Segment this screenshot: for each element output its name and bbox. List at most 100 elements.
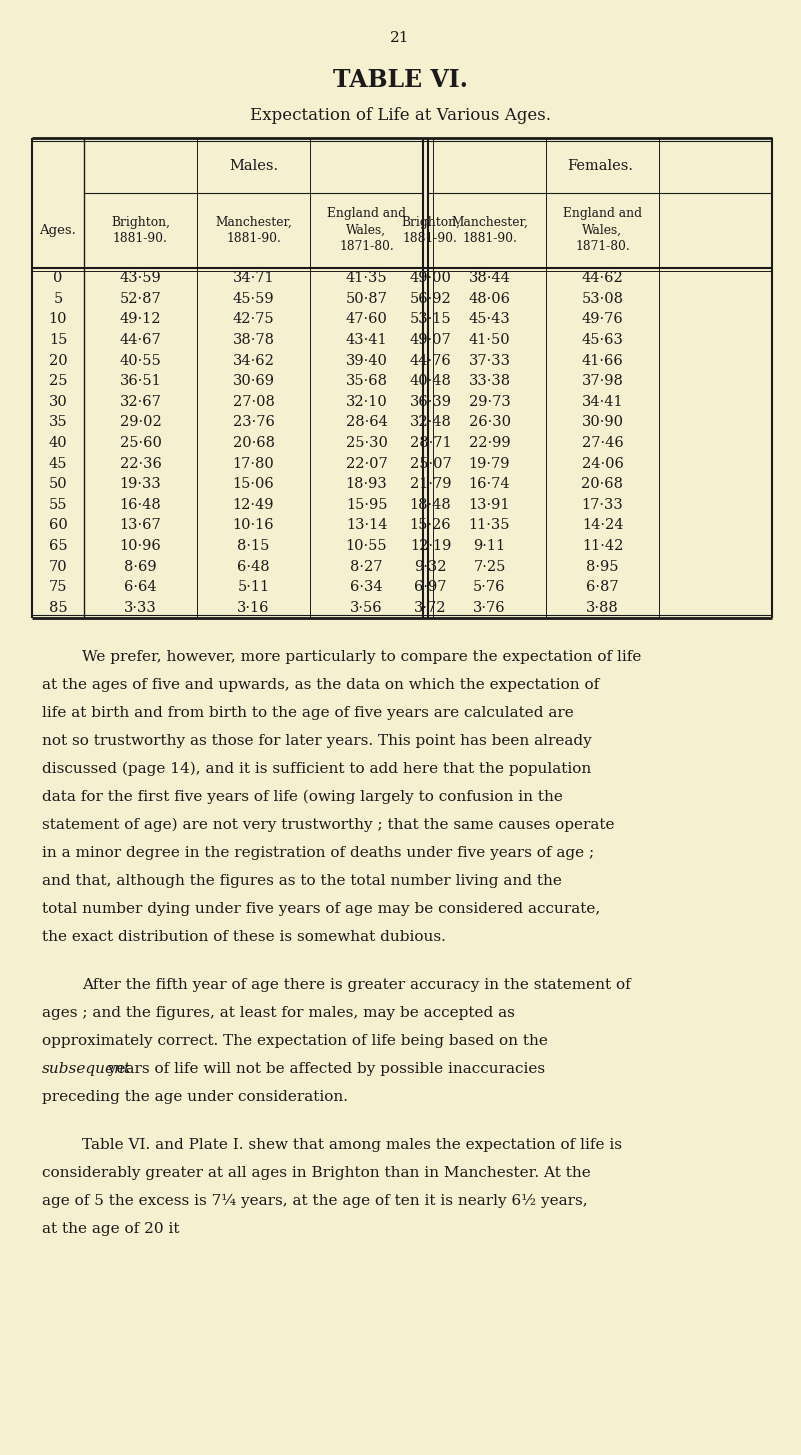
Text: 60: 60 [49,518,67,533]
Text: 21·79: 21·79 [410,477,451,492]
Text: in a minor degree in the registration of deaths under five years of age ;: in a minor degree in the registration of… [42,845,594,860]
Text: 25: 25 [49,374,67,388]
Text: Manchester,
1881-90.: Manchester, 1881-90. [451,215,528,246]
Text: 65: 65 [49,538,67,553]
Text: at the ages of five and upwards, as the data on which the expectation of: at the ages of five and upwards, as the … [42,678,599,693]
Text: 6·97: 6·97 [414,581,447,594]
Text: 3·56: 3·56 [350,601,383,614]
Text: 43·41: 43·41 [346,333,388,348]
Text: 13·14: 13·14 [346,518,387,533]
Text: Brighton,
1881-90.: Brighton, 1881-90. [401,215,460,246]
Text: 8·15: 8·15 [237,538,270,553]
Text: 5·76: 5·76 [473,581,505,594]
Text: 3·33: 3·33 [124,601,157,614]
Text: 45·59: 45·59 [232,292,274,306]
Text: data for the first five years of life (owing largely to confusion in the: data for the first five years of life (o… [42,790,563,805]
Text: 15·95: 15·95 [346,498,387,512]
Text: Expectation of Life at Various Ages.: Expectation of Life at Various Ages. [249,106,550,124]
Text: 10·16: 10·16 [232,518,274,533]
Text: 6·48: 6·48 [237,560,270,573]
Text: 9·32: 9·32 [414,560,447,573]
Text: 25·60: 25·60 [119,436,162,450]
Text: 70: 70 [49,560,67,573]
Text: 41·66: 41·66 [582,354,623,368]
Text: 12·49: 12·49 [233,498,274,512]
Text: 30·69: 30·69 [232,374,275,388]
Text: 75: 75 [49,581,67,594]
Text: 14·24: 14·24 [582,518,623,533]
Text: 20·68: 20·68 [232,436,275,450]
Text: 19·33: 19·33 [119,477,161,492]
Text: 37·98: 37·98 [582,374,623,388]
Text: 41·50: 41·50 [469,333,510,348]
Text: 18·48: 18·48 [409,498,452,512]
Text: 36·39: 36·39 [409,394,452,409]
Text: 11·35: 11·35 [469,518,510,533]
Text: total number dying under five years of age may be considered accurate,: total number dying under five years of a… [42,902,600,917]
Text: 16·48: 16·48 [119,498,161,512]
Text: 38·78: 38·78 [232,333,275,348]
Text: Brighton,
1881-90.: Brighton, 1881-90. [111,215,170,246]
Text: 3·88: 3·88 [586,601,619,614]
Text: 13·91: 13·91 [469,498,510,512]
Text: 5: 5 [54,292,62,306]
Text: 5·11: 5·11 [237,581,270,594]
Text: 15: 15 [49,333,67,348]
Text: not so trustworthy as those for later years. This point has been already: not so trustworthy as those for later ye… [42,733,592,748]
Text: 50: 50 [49,477,67,492]
Text: 19·79: 19·79 [469,457,510,470]
Text: and that, although the figures as to the total number living and the: and that, although the figures as to the… [42,874,562,888]
Text: 33·38: 33·38 [469,374,510,388]
Text: 30·90: 30·90 [582,416,623,429]
Text: statement of age) are not very trustworthy ; that the same causes operate: statement of age) are not very trustwort… [42,818,614,832]
Text: Manchester,
1881-90.: Manchester, 1881-90. [215,215,292,246]
Text: age of 5 the excess is 7¼ years, at the age of ten it is nearly 6½ years,: age of 5 the excess is 7¼ years, at the … [42,1195,588,1208]
Text: 42·75: 42·75 [232,313,274,326]
Text: 29·02: 29·02 [119,416,161,429]
Text: 34·62: 34·62 [232,354,275,368]
Text: 27·46: 27·46 [582,436,623,450]
Text: 20·68: 20·68 [582,477,623,492]
Text: at the age of 20 it: at the age of 20 it [42,1222,179,1235]
Text: 23·76: 23·76 [232,416,275,429]
Text: 22·99: 22·99 [469,436,510,450]
Text: 32·10: 32·10 [345,394,388,409]
Text: TABLE VI.: TABLE VI. [332,68,468,92]
Text: England and
Wales,
1871-80.: England and Wales, 1871-80. [327,208,406,253]
Text: 32·48: 32·48 [409,416,452,429]
Text: 49·00: 49·00 [409,271,452,285]
Text: 15·06: 15·06 [232,477,275,492]
Text: 28·71: 28·71 [409,436,451,450]
Text: 20: 20 [49,354,67,368]
Text: 52·87: 52·87 [119,292,161,306]
Text: 10: 10 [49,313,67,326]
Text: 34·71: 34·71 [232,271,274,285]
Text: 40·55: 40·55 [119,354,161,368]
Text: 41·35: 41·35 [346,271,388,285]
Text: Males.: Males. [229,159,278,173]
Text: England and
Wales,
1871-80.: England and Wales, 1871-80. [563,208,642,253]
Text: 47·60: 47·60 [345,313,388,326]
Text: 3·16: 3·16 [237,601,270,614]
Text: 25·30: 25·30 [345,436,388,450]
Text: 43·59: 43·59 [119,271,161,285]
Text: 45·43: 45·43 [469,313,510,326]
Text: 38·44: 38·44 [469,271,510,285]
Text: 22·36: 22·36 [119,457,162,470]
Text: 26·30: 26·30 [469,416,510,429]
Text: We prefer, however, more particularly to compare the expectation of life: We prefer, however, more particularly to… [82,650,642,663]
Text: 8·95: 8·95 [586,560,618,573]
Text: 35·68: 35·68 [345,374,388,388]
Text: 0: 0 [54,271,62,285]
Text: After the fifth year of age there is greater accuracy in the statement of: After the fifth year of age there is gre… [82,978,630,992]
Text: 29·73: 29·73 [469,394,510,409]
Text: 56·92: 56·92 [409,292,452,306]
Text: 48·06: 48·06 [469,292,510,306]
Text: 37·33: 37·33 [469,354,510,368]
Text: 44·76: 44·76 [409,354,452,368]
Text: 17·80: 17·80 [232,457,275,470]
Text: 27·08: 27·08 [232,394,275,409]
Text: 35: 35 [49,416,67,429]
Text: 3·76: 3·76 [473,601,505,614]
Text: 10·96: 10·96 [119,538,161,553]
